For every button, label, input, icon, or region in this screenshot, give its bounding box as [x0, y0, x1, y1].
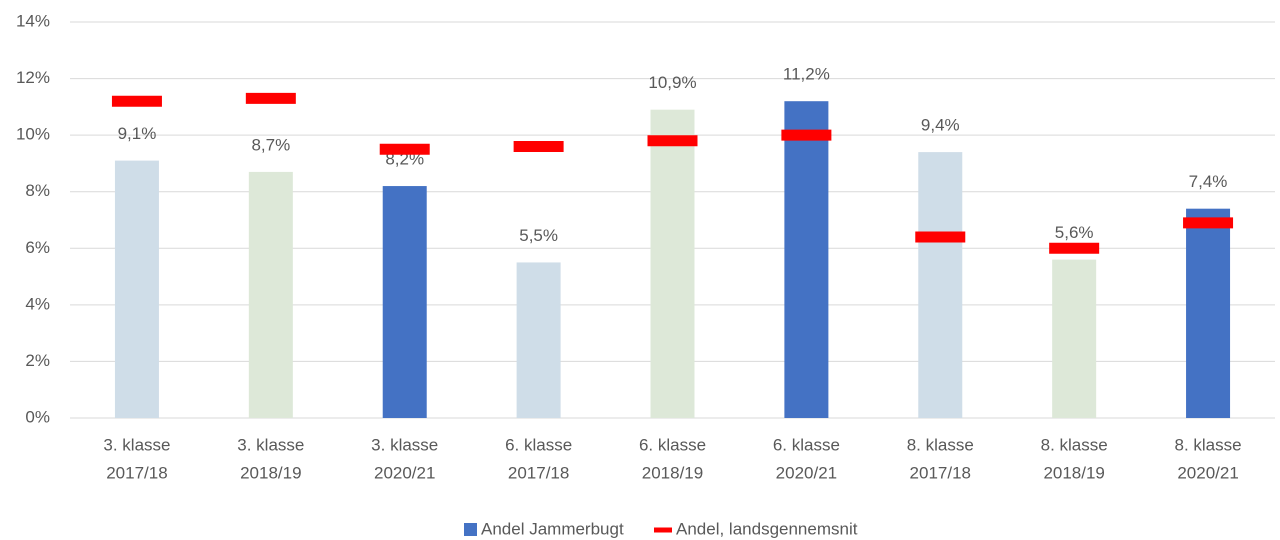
x-tick-label: 8. klasse	[907, 435, 974, 454]
value-label: 9,4%	[921, 116, 960, 135]
x-tick-label: 2018/19	[1043, 463, 1104, 482]
bar	[516, 262, 561, 418]
bar	[784, 101, 829, 418]
x-tick-label: 3. klasse	[103, 435, 170, 454]
x-tick-label: 3. klasse	[237, 435, 304, 454]
value-label: 5,6%	[1055, 223, 1094, 242]
value-label: 7,4%	[1189, 172, 1228, 191]
bar	[382, 186, 427, 418]
y-tick-label: 12%	[16, 68, 50, 87]
value-label: 5,5%	[519, 226, 558, 245]
x-tick-label: 6. klasse	[639, 435, 706, 454]
x-tick-label: 3. klasse	[371, 435, 438, 454]
x-tick-label: 6. klasse	[773, 435, 840, 454]
bar	[918, 152, 963, 418]
y-tick-label: 14%	[16, 11, 50, 30]
bar	[650, 109, 695, 418]
x-tick-label: 2020/21	[374, 463, 435, 482]
value-label: 9,1%	[118, 124, 157, 143]
value-label: 10,9%	[648, 73, 696, 92]
bar	[248, 171, 293, 418]
legend-label: Andel Jammerbugt	[481, 519, 624, 538]
bar	[1186, 208, 1231, 418]
x-tick-label: 8. klasse	[1175, 435, 1242, 454]
x-tick-label: 2017/18	[106, 463, 167, 482]
y-tick-label: 0%	[25, 407, 50, 426]
x-tick-label: 2017/18	[910, 463, 971, 482]
y-tick-label: 2%	[25, 351, 50, 370]
bar	[114, 160, 159, 418]
x-tick-label: 2018/19	[642, 463, 703, 482]
y-tick-label: 10%	[16, 125, 50, 144]
y-tick-label: 4%	[25, 294, 50, 313]
x-tick-label: 2017/18	[508, 463, 569, 482]
x-tick-label: 6. klasse	[505, 435, 572, 454]
legend-swatch	[464, 523, 477, 536]
x-tick-label: 2018/19	[240, 463, 301, 482]
y-tick-label: 8%	[25, 181, 50, 200]
legend-label: Andel, landsgennemsnit	[676, 519, 858, 538]
bar	[1052, 259, 1097, 418]
x-tick-label: 8. klasse	[1041, 435, 1108, 454]
y-tick-label: 6%	[25, 238, 50, 257]
x-tick-label: 2020/21	[776, 463, 837, 482]
value-label: 11,2%	[783, 65, 830, 84]
x-tick-label: 2020/21	[1177, 463, 1238, 482]
value-label: 8,7%	[251, 135, 290, 154]
